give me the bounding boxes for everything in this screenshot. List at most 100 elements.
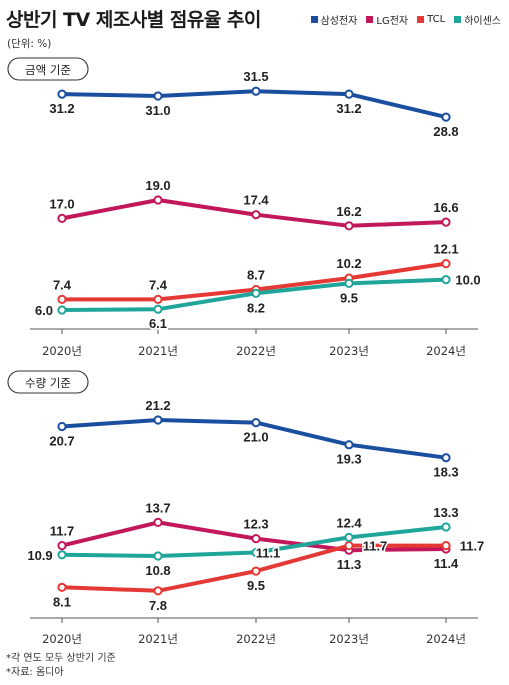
- data-label-hisense-value: 6.0: [35, 303, 53, 318]
- legend-swatch-samsung: [310, 16, 318, 23]
- data-label-hisense-volume: 10.9: [27, 548, 52, 563]
- data-label-tcl-volume: 11.7: [363, 539, 388, 554]
- legend-swatch-lg: [366, 16, 374, 23]
- x-tick-label-volume: 2022년: [236, 632, 276, 646]
- data-label-lg-volume: 12.3: [243, 517, 268, 532]
- data-point-hisense-volume: [344, 532, 354, 543]
- data-point-hisense-volume: [153, 551, 163, 561]
- data-label-lg-value: 16.2: [336, 204, 361, 219]
- data-label-lg-value: 19.0: [145, 178, 170, 193]
- x-tick-label-value: 2020년: [42, 344, 82, 358]
- data-label-tcl-value: 8.7: [247, 268, 265, 283]
- unit-label: (단위: %): [7, 38, 52, 50]
- data-point-lg-value: [441, 217, 451, 227]
- x-tick-label-volume: 2023년: [329, 632, 369, 646]
- data-label-samsung-volume: 18.3: [433, 465, 458, 480]
- data-point-hisense-volume: [251, 547, 261, 558]
- data-label-tcl-value: 7.4: [149, 277, 168, 292]
- data-point-tcl-volume: [57, 582, 67, 592]
- data-point-tcl-volume: [344, 541, 354, 551]
- data-point-lg-value: [344, 221, 354, 231]
- panel-title-pill-volume: [7, 370, 89, 394]
- data-label-hisense-value: 6.1: [149, 316, 167, 331]
- data-point-samsung-value: [57, 89, 67, 99]
- data-label-lg-volume: 11.4: [434, 556, 459, 571]
- legend-swatch-hisense: [454, 16, 462, 23]
- data-point-hisense-volume: [57, 550, 67, 560]
- data-label-samsung-volume: 21.0: [243, 430, 268, 445]
- data-label-samsung-volume: 19.3: [336, 452, 361, 467]
- data-label-hisense-volume: 12.4: [336, 515, 362, 530]
- x-tick-label-volume: 2024년: [426, 632, 466, 646]
- data-label-hisense-volume: 10.8: [145, 563, 170, 578]
- legend-item-lg: LG전자: [366, 12, 408, 27]
- data-point-hisense-value: [441, 275, 451, 285]
- data-label-samsung-value: 31.2: [49, 101, 74, 116]
- data-point-lg-volume: [251, 534, 261, 544]
- data-point-hisense-value: [57, 305, 67, 315]
- data-point-samsung-volume: [441, 453, 451, 463]
- data-label-lg-volume: 13.7: [145, 500, 170, 515]
- legend-swatch-tcl: [417, 16, 425, 23]
- data-label-hisense-volume: 11.1: [256, 546, 281, 561]
- data-point-tcl-value: [57, 294, 67, 304]
- data-label-tcl-volume: 7.8: [149, 598, 167, 613]
- legend: 삼성전자 LG전자 TCL 하이센스: [310, 12, 501, 27]
- notes: *각 연도 모두 상반기 기준 *자료: 옴디아: [6, 652, 116, 680]
- data-label-tcl-volume: 9.5: [247, 578, 265, 593]
- data-point-hisense-value: [153, 304, 163, 314]
- data-point-hisense-volume: [441, 522, 451, 532]
- data-label-hisense-value: 10.0: [455, 273, 480, 288]
- data-label-tcl-value: 10.2: [336, 256, 361, 271]
- data-label-lg-value: 17.4: [243, 193, 269, 208]
- data-point-samsung-volume: [57, 421, 67, 432]
- data-point-tcl-volume: [153, 586, 163, 596]
- data-point-tcl-value: [153, 294, 163, 304]
- legend-label-tcl: TCL: [427, 14, 446, 25]
- x-tick-label-value: 2022년: [236, 344, 276, 358]
- data-label-lg-volume: 11.7: [50, 524, 75, 539]
- data-label-samsung-value: 31.5: [243, 69, 268, 84]
- data-label-samsung-volume: 20.7: [49, 434, 74, 449]
- data-point-samsung-volume: [251, 418, 261, 428]
- data-label-hisense-value: 8.2: [247, 300, 265, 315]
- data-label-hisense-volume: 13.3: [433, 505, 458, 520]
- x-tick-label-value: 2021년: [138, 344, 178, 358]
- data-point-samsung-value: [344, 89, 354, 99]
- data-point-lg-volume: [153, 517, 163, 528]
- data-point-lg-volume: [57, 541, 67, 551]
- data-point-samsung-volume: [344, 440, 354, 450]
- data-point-lg-value: [251, 210, 261, 220]
- note-source: *자료: 옴디아: [6, 667, 64, 678]
- data-point-samsung-value: [441, 112, 451, 122]
- data-label-lg-value: 17.0: [49, 196, 74, 211]
- legend-label-samsung: 삼성전자: [320, 16, 358, 27]
- data-label-tcl-value: 12.1: [433, 242, 458, 257]
- legend-item-hisense: 하이센스: [454, 12, 501, 27]
- data-label-samsung-value: 28.8: [433, 124, 458, 139]
- panel-title-pill-value: [7, 57, 89, 81]
- data-point-lg-value: [153, 195, 163, 205]
- data-point-tcl-volume: [441, 541, 451, 551]
- data-label-tcl-value: 7.4: [53, 277, 72, 292]
- data-label-samsung-value: 31.2: [336, 101, 361, 116]
- legend-label-hisense: 하이센스: [464, 16, 501, 27]
- legend-item-samsung: 삼성전자: [310, 12, 358, 27]
- chart-title: 상반기 TV 제조사별 점유율 추이: [6, 9, 261, 31]
- legend-label-lg: LG전자: [376, 16, 409, 27]
- x-tick-label-value: 2023년: [329, 344, 369, 358]
- data-point-samsung-volume: [153, 415, 163, 425]
- panel-title-volume: 수량 기준: [25, 376, 71, 390]
- data-point-samsung-value: [153, 91, 163, 101]
- data-label-tcl-volume: 8.1: [53, 594, 71, 609]
- data-label-tcl-volume: 11.7: [460, 539, 485, 554]
- x-tick-label-volume: 2020년: [42, 632, 82, 646]
- x-tick-label-volume: 2021년: [138, 632, 178, 646]
- data-label-samsung-volume: 21.2: [145, 398, 170, 413]
- data-label-samsung-value: 31.0: [145, 103, 170, 118]
- data-point-tcl-value: [441, 259, 451, 269]
- note-basis: *각 연도 모두 상반기 기준: [6, 653, 116, 664]
- panel-title-value: 금액 기준: [25, 63, 71, 77]
- data-point-samsung-value: [251, 86, 261, 96]
